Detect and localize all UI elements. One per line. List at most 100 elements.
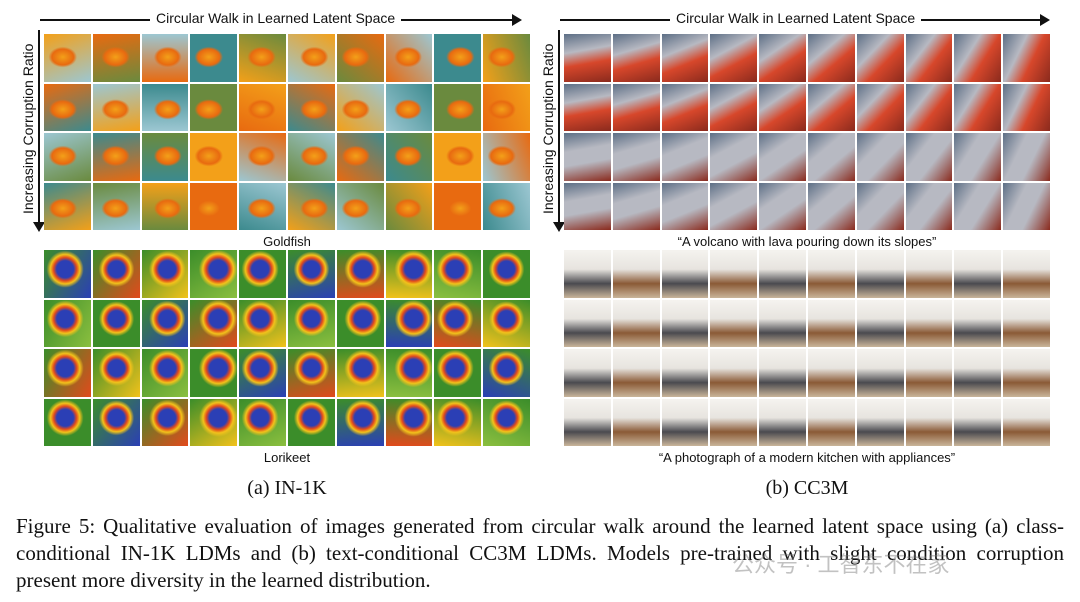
lorikeet-thumbnail (434, 398, 482, 446)
kitchen-thumbnail (564, 398, 611, 446)
goldfish-thumbnail (141, 34, 189, 82)
goldfish-thumbnail (385, 34, 433, 82)
lorikeet-thumbnail (239, 398, 286, 446)
volcano-thumbnail (564, 83, 611, 131)
lorikeet-thumbnail (141, 299, 189, 347)
lorikeet-thumbnail (287, 299, 335, 347)
corruption-arrow-b (553, 30, 565, 232)
volcano-thumbnail (612, 182, 660, 230)
volcano-thumbnail (807, 182, 855, 230)
volcano-prompt-caption: “A volcano with lava pouring down its sl… (677, 234, 937, 249)
goldfish-thumbnail (434, 133, 482, 181)
lorikeet-image-grid (44, 250, 530, 446)
lorikeet-thumbnail (190, 398, 238, 446)
subfigure-label-b: (b) CC3M (765, 477, 849, 499)
goldfish-thumbnail (483, 83, 530, 131)
goldfish-thumbnail (434, 34, 482, 82)
goldfish-thumbnail (141, 182, 189, 230)
goldfish-thumbnail (190, 83, 238, 131)
lorikeet-thumbnail (385, 250, 433, 298)
volcano-thumbnail (905, 34, 953, 82)
lorikeet-thumbnail (141, 250, 189, 298)
kitchen-thumbnail (710, 398, 758, 446)
goldfish-thumbnail (141, 83, 189, 131)
volcano-thumbnail (807, 133, 855, 181)
kitchen-thumbnail (612, 250, 660, 298)
kitchen-thumbnail (856, 250, 904, 298)
latent-walk-label-a: Circular Walk in Learned Latent Space (150, 10, 402, 26)
goldfish-thumbnail (336, 34, 384, 82)
volcano-thumbnail (856, 133, 904, 181)
volcano-thumbnail (905, 83, 953, 131)
kitchen-thumbnail (954, 398, 1002, 446)
kitchen-thumbnail (905, 299, 953, 347)
lorikeet-thumbnail (483, 349, 530, 397)
kitchen-thumbnail (954, 349, 1002, 397)
volcano-thumbnail (612, 34, 660, 82)
lorikeet-thumbnail (287, 250, 335, 298)
goldfish-thumbnail (483, 34, 530, 82)
lorikeet-caption: Lorikeet (263, 450, 311, 465)
kitchen-thumbnail (856, 299, 904, 347)
goldfish-thumbnail (287, 83, 335, 131)
volcano-thumbnail (564, 133, 611, 181)
goldfish-thumbnail (92, 83, 140, 131)
kitchen-thumbnail (661, 250, 709, 298)
lorikeet-thumbnail (92, 349, 140, 397)
lorikeet-thumbnail (92, 299, 140, 347)
lorikeet-thumbnail (336, 398, 384, 446)
volcano-thumbnail (954, 133, 1002, 181)
watermark: 公众号 · 工智东不在家 (732, 552, 950, 577)
volcano-thumbnail (661, 133, 709, 181)
volcano-thumbnail (710, 83, 758, 131)
goldfish-image-grid (44, 34, 530, 230)
volcano-thumbnail (1003, 133, 1050, 181)
volcano-thumbnail (759, 34, 806, 82)
kitchen-thumbnail (759, 299, 806, 347)
lorikeet-thumbnail (44, 250, 91, 298)
kitchen-image-grid (564, 250, 1050, 446)
kitchen-thumbnail (564, 250, 611, 298)
kitchen-thumbnail (905, 349, 953, 397)
volcano-thumbnail (759, 182, 806, 230)
volcano-thumbnail (612, 133, 660, 181)
goldfish-thumbnail (44, 83, 91, 131)
goldfish-thumbnail (385, 83, 433, 131)
corruption-label-a: Increasing Corruption Ratio (20, 39, 36, 218)
goldfish-thumbnail (287, 182, 335, 230)
kitchen-thumbnail (564, 349, 611, 397)
goldfish-thumbnail (385, 182, 433, 230)
lorikeet-thumbnail (92, 398, 140, 446)
lorikeet-thumbnail (287, 398, 335, 446)
kitchen-thumbnail (905, 398, 953, 446)
lorikeet-thumbnail (336, 349, 384, 397)
volcano-thumbnail (564, 182, 611, 230)
volcano-thumbnail (954, 182, 1002, 230)
kitchen-thumbnail (1003, 250, 1050, 298)
volcano-thumbnail (661, 83, 709, 131)
kitchen-thumbnail (710, 250, 758, 298)
goldfish-thumbnail (385, 133, 433, 181)
lorikeet-thumbnail (385, 398, 433, 446)
goldfish-thumbnail (190, 133, 238, 181)
goldfish-thumbnail (190, 34, 238, 82)
goldfish-caption: Goldfish (263, 234, 311, 249)
lorikeet-thumbnail (239, 299, 286, 347)
goldfish-thumbnail (239, 133, 286, 181)
kitchen-thumbnail (612, 299, 660, 347)
volcano-thumbnail (661, 34, 709, 82)
kitchen-thumbnail (954, 250, 1002, 298)
kitchen-thumbnail (807, 299, 855, 347)
lorikeet-thumbnail (44, 299, 91, 347)
goldfish-thumbnail (92, 182, 140, 230)
lorikeet-thumbnail (92, 250, 140, 298)
volcano-thumbnail (1003, 34, 1050, 82)
kitchen-thumbnail (661, 398, 709, 446)
lorikeet-thumbnail (287, 349, 335, 397)
kitchen-thumbnail (759, 398, 806, 446)
volcano-thumbnail (856, 83, 904, 131)
volcano-thumbnail (905, 182, 953, 230)
lorikeet-thumbnail (44, 398, 91, 446)
latent-walk-label-b: Circular Walk in Learned Latent Space (670, 10, 922, 26)
lorikeet-thumbnail (141, 349, 189, 397)
